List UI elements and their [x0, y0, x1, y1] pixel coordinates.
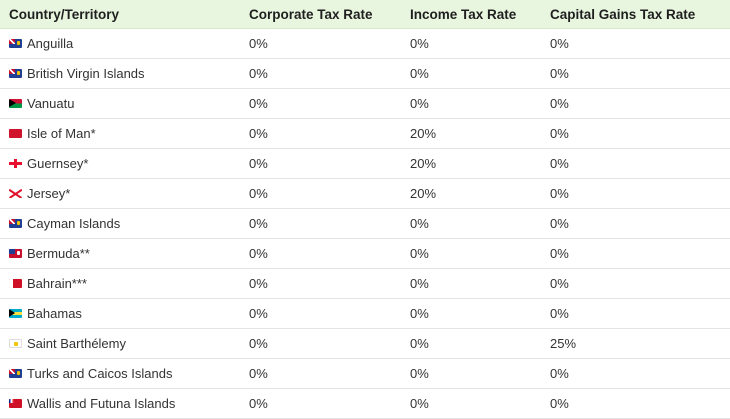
header-row: Country/Territory Corporate Tax Rate Inc…	[0, 0, 730, 29]
country-cell: Isle of Man*	[0, 118, 249, 149]
corporate-tax-cell: 0%	[249, 328, 410, 359]
income-tax-cell: 0%	[410, 298, 550, 329]
corporate-tax-cell: 0%	[249, 298, 410, 329]
income-tax-cell: 0%	[410, 238, 550, 269]
capital-gains-tax-cell: 0%	[550, 388, 730, 419]
table-row: Bahamas 0% 0% 0%	[0, 298, 730, 329]
capital-gains-tax-cell: 0%	[550, 238, 730, 269]
corporate-tax-cell: 0%	[249, 238, 410, 269]
table-row: Turks and Caicos Islands 0% 0% 0%	[0, 358, 730, 389]
income-tax-cell: 0%	[410, 88, 550, 119]
capital-gains-tax-cell: 0%	[550, 178, 730, 209]
corporate-tax-cell: 0%	[249, 118, 410, 149]
table-row: Saint Barthélemy 0% 0% 25%	[0, 328, 730, 359]
country-name: Guernsey*	[27, 156, 89, 172]
table-row: British Virgin Islands 0% 0% 0%	[0, 58, 730, 89]
country-cell: Anguilla	[0, 28, 249, 59]
corporate-tax-cell: 0%	[249, 58, 410, 89]
anguilla-flag-icon	[9, 39, 22, 49]
capital-gains-tax-cell: 0%	[550, 58, 730, 89]
table-row: Guernsey* 0% 20% 0%	[0, 148, 730, 179]
corporate-tax-cell: 0%	[249, 88, 410, 119]
capital-gains-tax-cell: 0%	[550, 208, 730, 239]
table-row: Bermuda** 0% 0% 0%	[0, 238, 730, 269]
country-name: British Virgin Islands	[27, 66, 145, 82]
capital-gains-tax-cell: 25%	[550, 328, 730, 359]
bahamas-flag-icon	[9, 309, 22, 319]
corporate-tax-cell: 0%	[249, 148, 410, 179]
guernsey-flag-icon	[9, 159, 22, 169]
country-cell: Bermuda**	[0, 238, 249, 269]
capital-gains-tax-cell: 0%	[550, 298, 730, 329]
country-cell: Bahrain***	[0, 268, 249, 299]
table-row: Cayman Islands 0% 0% 0%	[0, 208, 730, 239]
corporate-tax-cell: 0%	[249, 28, 410, 59]
income-tax-cell: 0%	[410, 328, 550, 359]
capital-gains-tax-cell: 0%	[550, 88, 730, 119]
table-body: Anguilla 0% 0% 0% British Virgin Islands 0% 0%…	[0, 28, 730, 419]
income-tax-cell: 0%	[410, 268, 550, 299]
table-header: Country/Territory Corporate Tax Rate Inc…	[0, 0, 730, 29]
saint-barthelemy-flag-icon	[9, 339, 22, 349]
corporate-tax-cell: 0%	[249, 208, 410, 239]
isle-of-man-flag-icon	[9, 129, 22, 139]
country-name: Vanuatu	[27, 96, 75, 112]
corporate-tax-cell: 0%	[249, 358, 410, 389]
capital-gains-tax-cell: 0%	[550, 358, 730, 389]
british-virgin-islands-flag-icon	[9, 69, 22, 79]
country-name: Isle of Man*	[27, 126, 96, 142]
wallis-and-futuna-flag-icon	[9, 399, 22, 409]
bermuda-flag-icon	[9, 249, 22, 259]
country-cell: Saint Barthélemy	[0, 328, 249, 359]
country-name: Saint Barthélemy	[27, 336, 126, 352]
header-country[interactable]: Country/Territory	[0, 0, 249, 29]
country-cell: Guernsey*	[0, 148, 249, 179]
country-name: Jersey*	[27, 186, 71, 202]
table-row: Anguilla 0% 0% 0%	[0, 28, 730, 59]
table-row: Jersey* 0% 20% 0%	[0, 178, 730, 209]
header-capital-gains-tax[interactable]: Capital Gains Tax Rate	[550, 0, 730, 29]
country-name: Bahrain***	[27, 276, 87, 292]
country-name: Bahamas	[27, 306, 82, 322]
capital-gains-tax-cell: 0%	[550, 268, 730, 299]
country-name: Turks and Caicos Islands	[27, 366, 173, 382]
header-income-tax[interactable]: Income Tax Rate	[410, 0, 550, 29]
capital-gains-tax-cell: 0%	[550, 148, 730, 179]
jersey-flag-icon	[9, 189, 22, 199]
country-name: Wallis and Futuna Islands	[27, 396, 176, 412]
country-name: Cayman Islands	[27, 216, 121, 232]
income-tax-cell: 20%	[410, 148, 550, 179]
income-tax-cell: 20%	[410, 178, 550, 209]
corporate-tax-cell: 0%	[249, 388, 410, 419]
capital-gains-tax-cell: 0%	[550, 118, 730, 149]
income-tax-cell: 0%	[410, 208, 550, 239]
income-tax-cell: 0%	[410, 58, 550, 89]
country-cell: Wallis and Futuna Islands	[0, 388, 249, 419]
vanuatu-flag-icon	[9, 99, 22, 109]
country-cell: Jersey*	[0, 178, 249, 209]
income-tax-cell: 0%	[410, 358, 550, 389]
capital-gains-tax-cell: 0%	[550, 28, 730, 59]
country-cell: British Virgin Islands	[0, 58, 249, 89]
country-cell: Vanuatu	[0, 88, 249, 119]
country-name: Anguilla	[27, 36, 74, 52]
header-corporate-tax[interactable]: Corporate Tax Rate	[249, 0, 410, 29]
country-cell: Turks and Caicos Islands	[0, 358, 249, 389]
country-cell: Bahamas	[0, 298, 249, 329]
table-row: Vanuatu 0% 0% 0%	[0, 88, 730, 119]
table-row: Isle of Man* 0% 20% 0%	[0, 118, 730, 149]
table-row: Wallis and Futuna Islands 0% 0% 0%	[0, 388, 730, 419]
table-row: Bahrain*** 0% 0% 0%	[0, 268, 730, 299]
corporate-tax-cell: 0%	[249, 268, 410, 299]
corporate-tax-cell: 0%	[249, 178, 410, 209]
income-tax-cell: 0%	[410, 388, 550, 419]
turks-and-caicos-flag-icon	[9, 369, 22, 379]
country-cell: Cayman Islands	[0, 208, 249, 239]
country-name: Bermuda**	[27, 246, 90, 262]
income-tax-cell: 0%	[410, 28, 550, 59]
cayman-islands-flag-icon	[9, 219, 22, 229]
bahrain-flag-icon	[9, 279, 22, 289]
income-tax-cell: 20%	[410, 118, 550, 149]
